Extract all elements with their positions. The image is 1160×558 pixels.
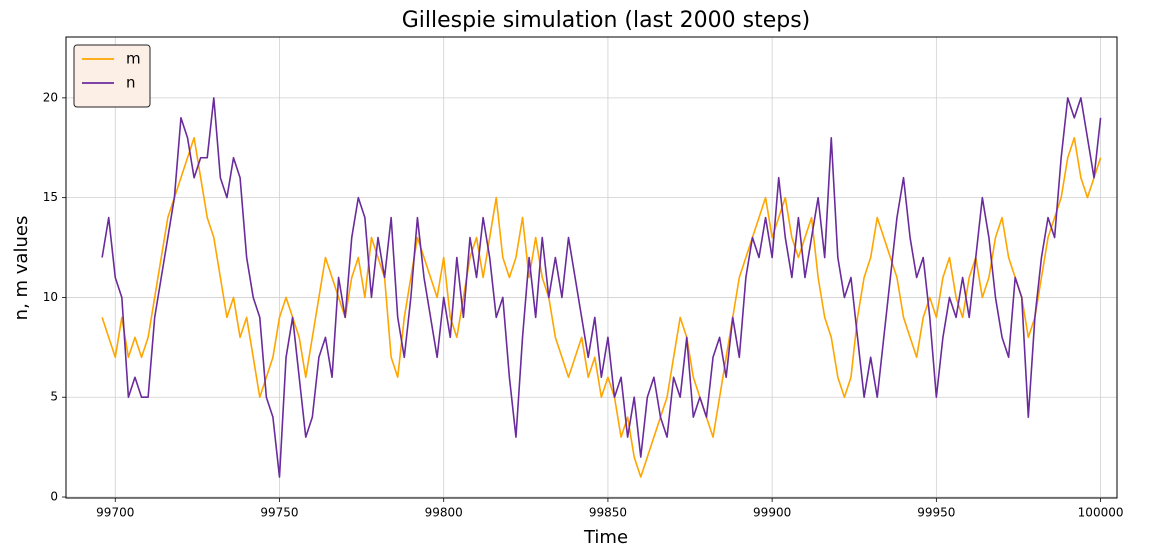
x-tick-label: 100000 bbox=[1078, 506, 1124, 520]
y-tick-label: 0 bbox=[50, 490, 58, 504]
y-axis-label: n, m values bbox=[11, 216, 32, 321]
x-tick-label: 99800 bbox=[425, 506, 463, 520]
y-tick-label: 5 bbox=[50, 390, 58, 404]
legend-label: m bbox=[126, 50, 141, 68]
legend: mn bbox=[73, 44, 151, 108]
chart-title: Gillespie simulation (last 2000 steps) bbox=[402, 8, 811, 33]
x-tick-label: 99950 bbox=[917, 506, 955, 520]
y-tick-label: 20 bbox=[43, 90, 58, 104]
x-axis-label: Time bbox=[583, 527, 628, 548]
x-tick-label: 99700 bbox=[96, 506, 134, 520]
series-line bbox=[101, 97, 1102, 478]
x-tick-label: 99900 bbox=[753, 506, 791, 520]
plot-frame bbox=[65, 36, 1118, 499]
series-line bbox=[101, 136, 1102, 478]
y-tick-label: 15 bbox=[43, 190, 58, 204]
legend-box bbox=[73, 44, 151, 108]
y-tick-label: 10 bbox=[43, 290, 58, 304]
legend-label: n bbox=[126, 74, 136, 92]
x-tick-label: 99850 bbox=[589, 506, 627, 520]
x-tick-label: 99750 bbox=[260, 506, 298, 520]
